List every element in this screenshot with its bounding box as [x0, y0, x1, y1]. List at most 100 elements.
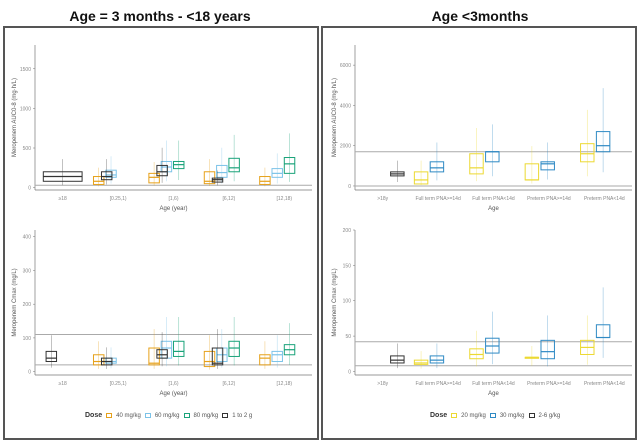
- x-axis-title: Age (year): [159, 206, 187, 212]
- box: [429, 161, 445, 173]
- legend-swatch: [451, 413, 458, 418]
- legend-label: 2-6 g/kg: [538, 412, 561, 419]
- legend-title: Dose: [430, 412, 448, 419]
- box: [45, 350, 58, 363]
- box: [173, 340, 185, 357]
- y-tick-label: 0: [28, 370, 31, 376]
- box: [390, 355, 405, 364]
- x-axis-title: Age: [488, 206, 499, 212]
- legend-label: 40 mg/kg: [116, 412, 141, 419]
- right-frame: [321, 26, 637, 440]
- box: [148, 172, 160, 184]
- y-tick-label: 100: [343, 299, 352, 305]
- x-tick-label: [1,6): [168, 196, 178, 202]
- legend-left: Dose 40 mg/kg 60 mg/kg 80 mg/kg 1 to 2 g: [85, 412, 252, 419]
- y-tick-label: 300: [23, 268, 32, 274]
- panel-title-left: Age = 3 months - <18 years: [69, 8, 251, 24]
- box: [156, 349, 168, 359]
- x-axis-title: Age (year): [159, 391, 187, 397]
- legend-swatch: [528, 413, 535, 418]
- box: [413, 171, 429, 185]
- y-tick-label: 100: [23, 336, 32, 342]
- box: [259, 176, 271, 185]
- x-tick-label: Full term PNA<14d: [472, 196, 515, 202]
- left-frame: [3, 26, 319, 440]
- y-tick-label: 200: [343, 228, 352, 234]
- legend-swatch: [106, 413, 113, 418]
- x-tick-label: [6,12): [223, 196, 236, 202]
- x-tick-label: Preterm PNA>=14d: [527, 381, 571, 387]
- legend-swatch: [489, 413, 496, 418]
- chart-bottom-left: 0 100 200 300 400 ≥18 [0.25,1) [1,6) [6,12) [12,1…: [12, 230, 312, 397]
- y-axis-title: Meropenem AUC0-8 (mg·h/L): [12, 78, 18, 157]
- box: [469, 348, 484, 360]
- box: [228, 340, 240, 357]
- x-tick-label: >18y: [377, 196, 388, 202]
- legend-right: Dose 20 mg/kg 30 mg/kg 2-6 g/kg: [430, 412, 560, 419]
- x-tick-label: ≥18: [59, 196, 68, 202]
- legend-title: Dose: [85, 412, 103, 419]
- legend-swatch: [222, 413, 229, 418]
- box: [105, 169, 117, 178]
- y-tick-label: 1000: [20, 106, 31, 112]
- box: [228, 157, 240, 173]
- x-tick-label: [0.25,1): [110, 196, 127, 202]
- x-tick-label: [1,6): [168, 381, 178, 387]
- legend-label: 60 mg/kg: [154, 412, 180, 419]
- x-tick-label: [6,12): [223, 381, 236, 387]
- y-tick-label: 1500: [20, 67, 31, 73]
- box: [148, 347, 160, 366]
- box: [485, 337, 500, 354]
- box: [283, 157, 296, 174]
- y-tick-label: 50: [345, 334, 351, 340]
- y-tick-label: 400: [23, 235, 32, 241]
- x-tick-label: [0.25,1): [110, 381, 127, 387]
- chart-top-left: 0 500 1000 1500 ≥18 [0.25,1) [1,6) [6,12) [12,18…: [12, 45, 312, 212]
- x-tick-label: Preterm PNA>=14d: [527, 196, 571, 202]
- box: [580, 143, 595, 163]
- box: [92, 176, 105, 185]
- y-tick-label: 0: [28, 186, 31, 192]
- box: [540, 339, 555, 360]
- x-tick-label: [12,18): [277, 381, 293, 387]
- legend-label: 80 mg/kg: [193, 412, 219, 419]
- box: [100, 171, 113, 181]
- legend-label: 30 mg/kg: [499, 412, 525, 419]
- chart-top-right: 0 2000 4000 6000 >18y Full term PNA>=14d Full …: [332, 45, 632, 212]
- y-tick-label: 0: [348, 369, 351, 375]
- y-axis-title: Meropenem Cmax (mg/L): [12, 268, 18, 336]
- box: [469, 153, 484, 175]
- box: [211, 347, 224, 366]
- y-tick-label: 4000: [340, 103, 351, 109]
- legend-swatch: [144, 413, 151, 418]
- box: [203, 350, 216, 368]
- box: [92, 354, 105, 366]
- y-axis-title: Meropenem AUC0-8 (mg·h/L): [332, 78, 338, 157]
- x-tick-label: Preterm PNA<14d: [584, 196, 625, 202]
- y-tick-label: 2000: [340, 144, 351, 150]
- x-tick-label: [12,18): [277, 196, 293, 202]
- x-tick-label: Full term PNA<14d: [472, 381, 515, 387]
- x-tick-label: Full term PNA>=14d: [415, 196, 461, 202]
- box: [413, 359, 429, 365]
- y-tick-label: 0: [348, 184, 351, 190]
- panel-title-right: Age <3months: [431, 8, 529, 24]
- x-tick-label: ≥18: [59, 381, 68, 387]
- box: [216, 164, 228, 178]
- x-axis-title: Age: [488, 391, 499, 397]
- x-tick-label: Full term PNA>=14d: [415, 381, 461, 387]
- y-tick-label: 6000: [340, 63, 351, 69]
- box: [259, 354, 271, 366]
- box: [156, 164, 168, 177]
- y-axis-title: Meropenem Cmax (mg/L): [332, 268, 338, 336]
- y-tick-label: 500: [23, 146, 32, 152]
- legend-label: 20 mg/kg: [461, 412, 486, 419]
- box: [429, 355, 445, 364]
- legend-swatch: [183, 413, 190, 418]
- chart-bottom-right: 0 50 100 150 200 >18y Full term PNA>=14d Full t…: [332, 228, 632, 397]
- y-tick-label: 200: [23, 302, 32, 308]
- y-tick-label: 150: [343, 263, 352, 269]
- x-tick-label: >18y: [377, 381, 388, 387]
- box: [540, 161, 555, 171]
- legend-label: 1 to 2 g: [232, 412, 253, 419]
